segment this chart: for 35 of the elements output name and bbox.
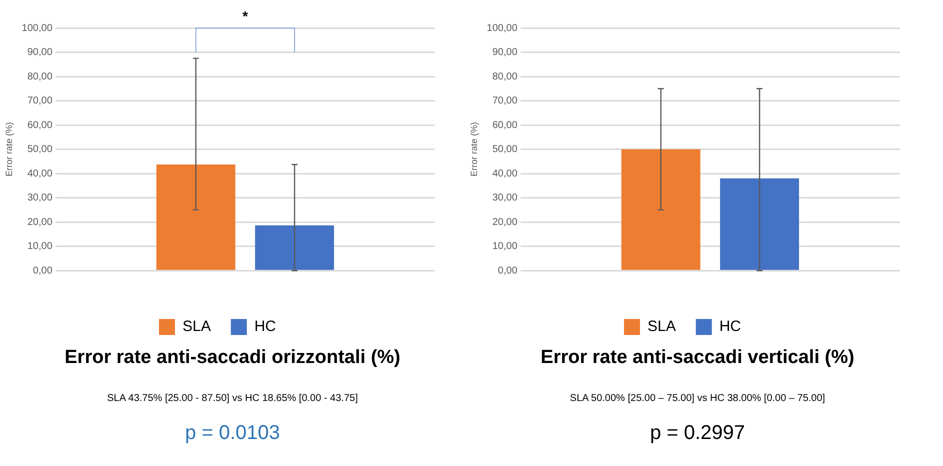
y-tick-label: 0,00 — [32, 265, 53, 276]
y-tick-label: 90,00 — [492, 47, 518, 58]
y-tick-label: 30,00 — [492, 192, 518, 204]
text: p = 0.2997 — [648, 422, 746, 445]
y-tick-label: 10,00 — [492, 241, 518, 252]
y-tick-label: 20,00 — [27, 216, 53, 228]
y-tick-label: 10,00 — [27, 241, 53, 252]
y-tick-label: 90,00 — [27, 47, 53, 58]
y-tick-label: 0,00 — [498, 265, 518, 276]
y-tick-label: 100,00 — [486, 22, 518, 34]
y-tick-label: 80,00 — [27, 71, 53, 82]
y-tick-label: 20,00 — [492, 216, 518, 228]
y-tick-label: 50,00 — [492, 144, 518, 156]
text: p = 0.0103 — [184, 422, 282, 445]
legend-label: SLA — [647, 318, 676, 336]
text: SLA 43.75% [25.00 - 87.50] vs HC 18.65% [0.00 - 43.75] — [106, 393, 359, 404]
y-tick-label: 100,00 — [22, 22, 53, 34]
legend-label: HC — [254, 318, 276, 336]
y-tick-label: 30,00 — [27, 192, 53, 204]
text: Error rate anti-saccadi verticali (%) — [540, 347, 856, 369]
text: Error rate anti-saccadi orizzontali (%) — [64, 347, 402, 369]
legend-label: SLA — [182, 318, 211, 336]
y-tick-label: 60,00 — [492, 120, 518, 131]
y-tick-label: 70,00 — [492, 96, 518, 107]
y-tick-label: 70,00 — [27, 96, 53, 107]
text: SLA 50.00% [25.00 – 75.00] vs HC 38.00% [0.00 – 75.00] — [568, 393, 826, 404]
y-tick-label: 60,00 — [27, 120, 53, 131]
legend-label: HC — [719, 318, 742, 336]
y-tick-label: 50,00 — [27, 144, 53, 156]
y-tick-label: 80,00 — [492, 71, 518, 82]
y-axis-title: Error rate (%) — [468, 122, 479, 177]
y-tick-label: 40,00 — [27, 168, 53, 180]
y-axis-title: Error rate (%) — [4, 122, 14, 177]
y-tick-label: 40,00 — [492, 168, 518, 180]
text: * — [242, 8, 248, 24]
